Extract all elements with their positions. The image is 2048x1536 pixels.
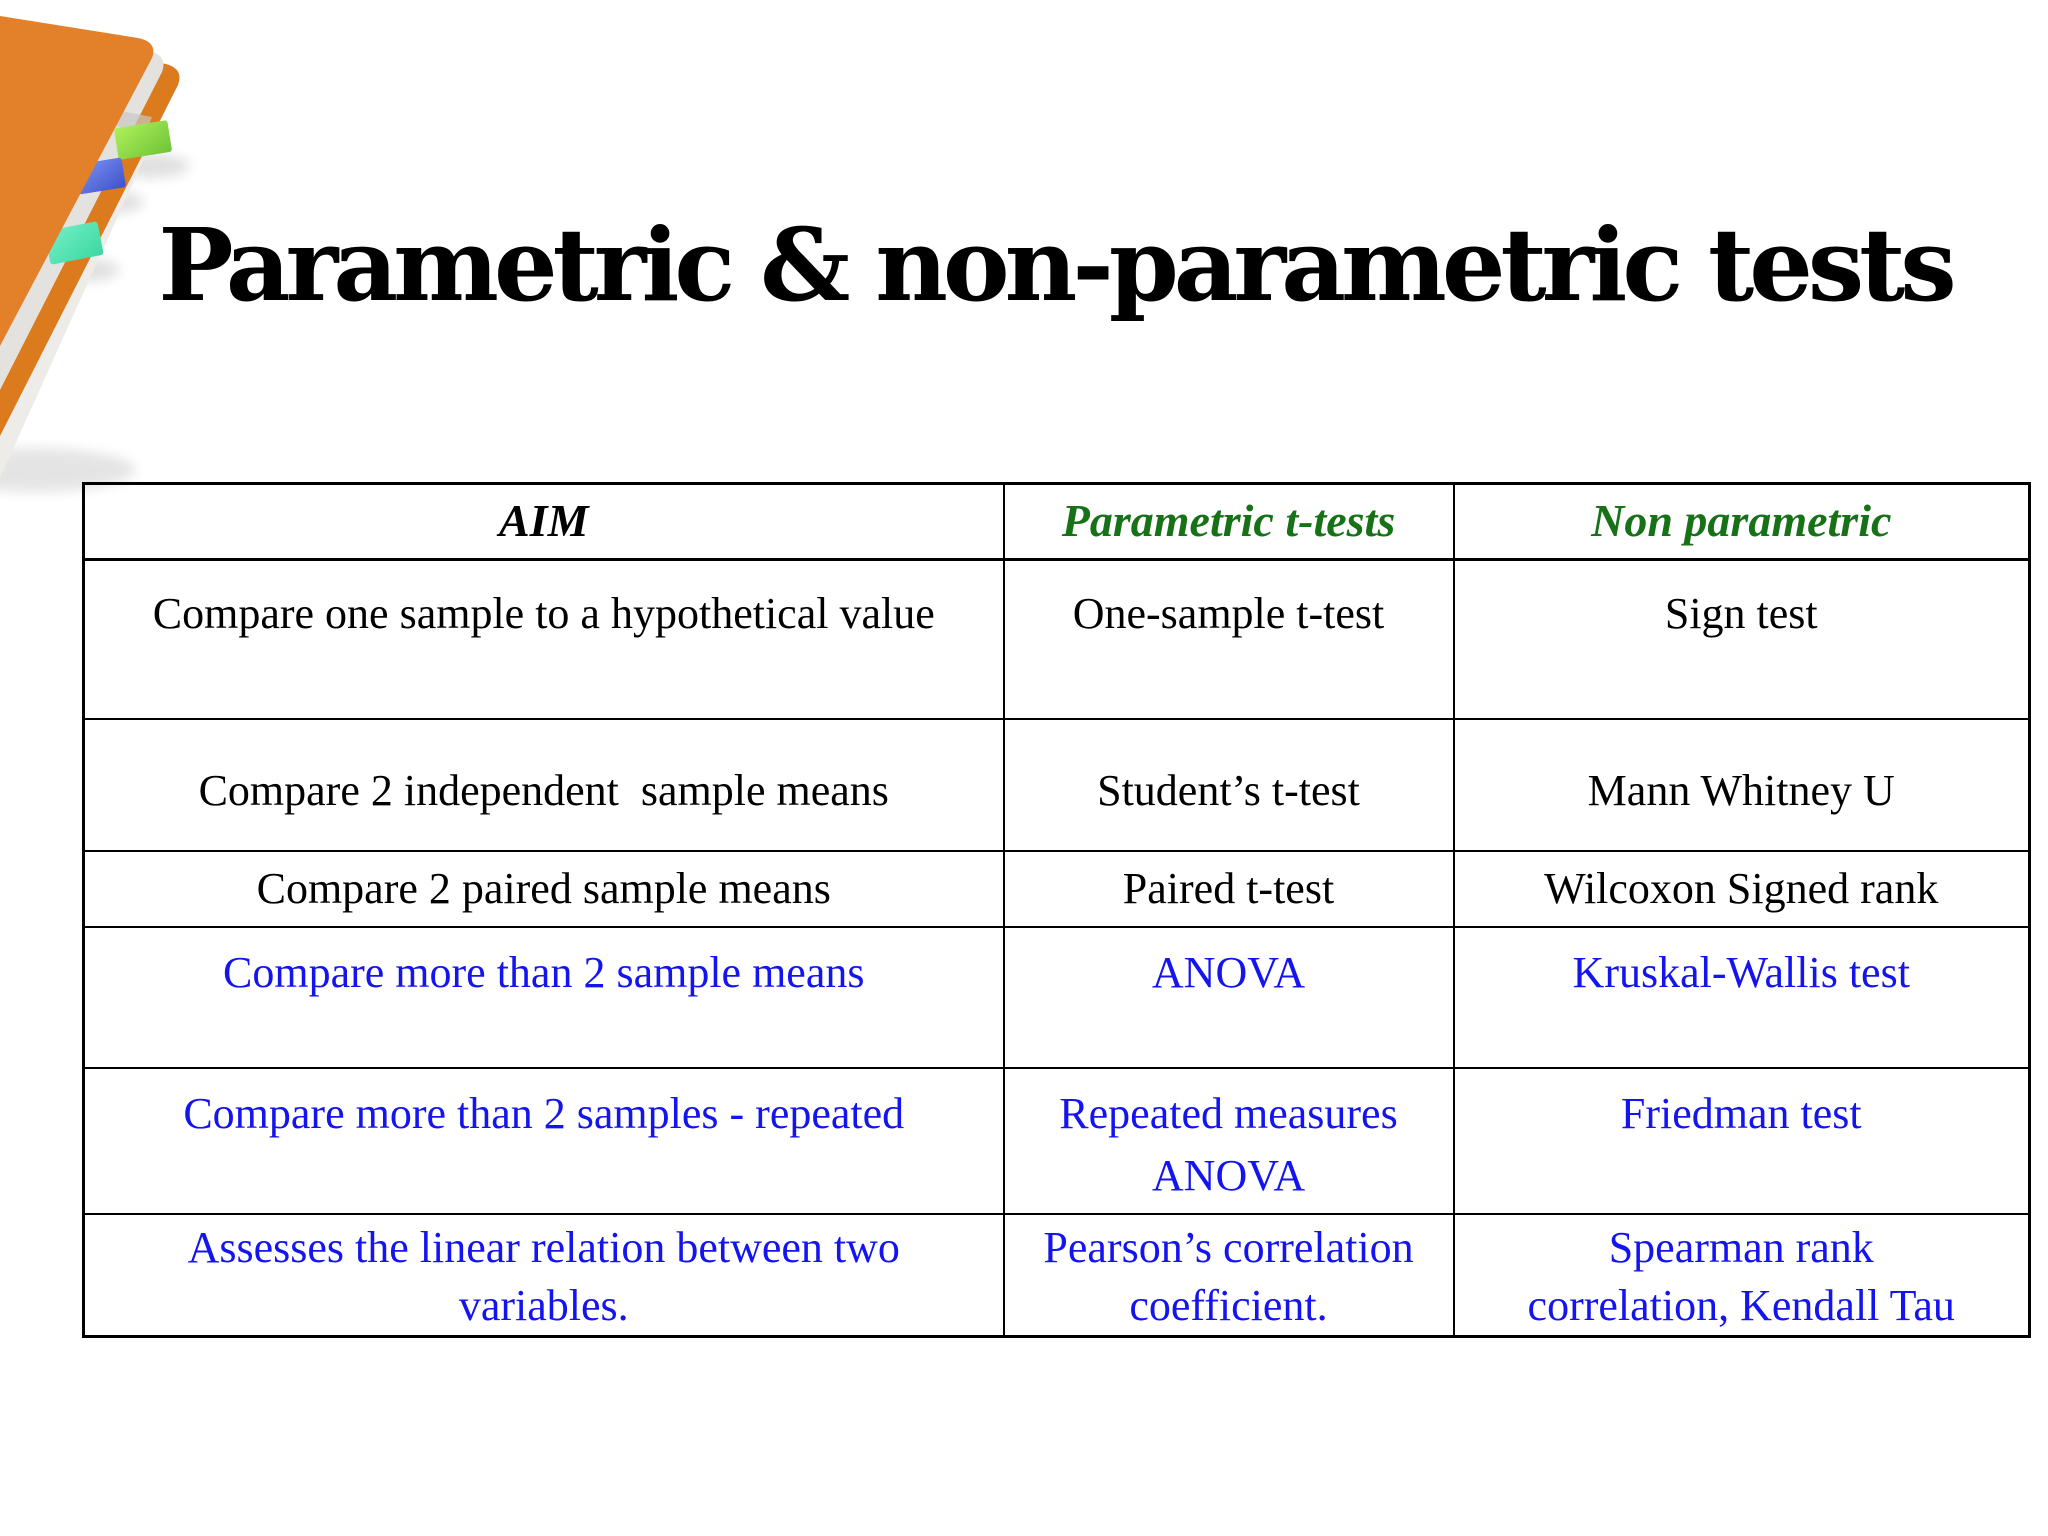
- table-row: Compare more than 2 sample means ANOVA K…: [82, 925, 2031, 1069]
- book-shadow: [0, 448, 136, 492]
- cell-parametric: Pearson’s correlation coefficient.: [1002, 1212, 1455, 1337]
- cell-nonparametric: Kruskal-Wallis test: [1452, 925, 2031, 1069]
- cell-parametric: Student’s t-test: [1002, 717, 1455, 852]
- cell-aim: Compare 2 independent sample means: [82, 717, 1005, 852]
- header-parametric: Parametric t-tests: [1002, 482, 1455, 561]
- cell-aim: Compare 2 paired sample means: [82, 849, 1005, 928]
- page-title: Parametric & non-parametric tests: [158, 206, 1956, 324]
- cell-nonparametric: Friedman test: [1452, 1066, 2031, 1215]
- cell-nonparametric: Spearman rank correlation, Kendall Tau: [1452, 1212, 2031, 1337]
- cell-aim: Compare one sample to a hypothetical val…: [82, 558, 1005, 720]
- notebook-icon: [0, 16, 190, 492]
- cell-parametric: Paired t-test: [1002, 849, 1455, 928]
- header-nonparametric: Non parametric: [1452, 482, 2031, 561]
- table-row: Compare 2 paired sample means Paired t-t…: [82, 849, 2031, 928]
- table-header-row: AIM Parametric t-tests Non parametric: [82, 482, 2031, 561]
- header-aim: AIM: [82, 482, 1005, 561]
- table-row: Compare more than 2 samples - repeated R…: [82, 1066, 2031, 1215]
- bookmark-tab-green: [114, 120, 172, 160]
- table-row: Compare 2 independent sample means Stude…: [82, 717, 2031, 852]
- cell-aim: Compare more than 2 samples - repeated: [82, 1066, 1005, 1215]
- cell-aim: Compare more than 2 sample means: [82, 925, 1005, 1069]
- cell-aim: Assesses the linear relation between two…: [82, 1212, 1005, 1337]
- table-row: Assesses the linear relation between two…: [82, 1212, 2031, 1337]
- cell-nonparametric: Sign test: [1452, 558, 2031, 720]
- notebook-front-cover: [0, 16, 154, 346]
- cell-nonparametric: Mann Whitney U: [1452, 717, 2031, 852]
- cell-parametric: ANOVA: [1002, 925, 1455, 1069]
- cell-nonparametric: Wilcoxon Signed rank: [1452, 849, 2031, 928]
- cell-parametric: Repeated measures ANOVA: [1002, 1066, 1455, 1215]
- tests-table: AIM Parametric t-tests Non parametric Co…: [82, 482, 2031, 1338]
- table-row: Compare one sample to a hypothetical val…: [82, 558, 2031, 720]
- cell-parametric: One-sample t-test: [1002, 558, 1455, 720]
